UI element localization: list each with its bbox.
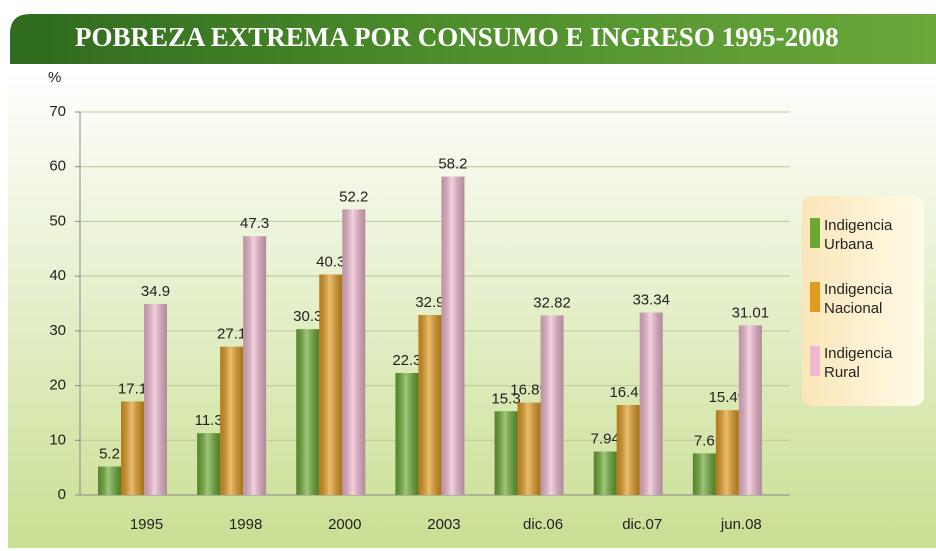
data-label: 22.3 bbox=[392, 352, 421, 369]
data-label: 16.89 bbox=[510, 382, 548, 399]
bar-shine bbox=[639, 312, 663, 495]
data-label: 15.49 bbox=[709, 389, 747, 406]
bar-shine bbox=[517, 402, 541, 495]
y-tick-label: 10 bbox=[49, 431, 66, 448]
bar-shine bbox=[197, 433, 221, 495]
legend-label: Indigencia Rural bbox=[824, 345, 893, 381]
data-label: 47.3 bbox=[240, 215, 269, 232]
data-label: 7.94 bbox=[591, 431, 620, 448]
y-tick-label: 70 bbox=[49, 103, 66, 120]
data-label: 17.1 bbox=[118, 380, 147, 397]
bar-shine bbox=[144, 304, 167, 495]
data-label: 32.82 bbox=[533, 294, 571, 311]
legend-label: Indigencia Urbana bbox=[824, 217, 893, 253]
bar-shine bbox=[738, 325, 762, 495]
bar-shine bbox=[715, 410, 739, 495]
bar-shine bbox=[441, 176, 465, 495]
bar-shine bbox=[319, 274, 343, 495]
x-tick-label: 2003 bbox=[427, 516, 460, 533]
bar-shine bbox=[593, 451, 617, 495]
bar-shine bbox=[418, 314, 442, 495]
x-tick-label: 2000 bbox=[328, 516, 361, 533]
data-label: 32.9 bbox=[415, 294, 444, 311]
legend-label: Indigencia Nacional bbox=[824, 281, 893, 317]
bar-shine bbox=[540, 315, 564, 495]
legend-swatch bbox=[810, 218, 820, 248]
data-label: 40.3 bbox=[316, 253, 345, 270]
data-label: 11.3 bbox=[195, 412, 223, 429]
bar-shine bbox=[616, 404, 640, 495]
bar-shine bbox=[243, 236, 267, 496]
bar-shine bbox=[692, 453, 716, 495]
data-label: 15.3 bbox=[491, 390, 520, 407]
data-label: 27.1 bbox=[217, 326, 246, 343]
legend-entry: Indigencia Rural bbox=[810, 344, 919, 382]
x-tick-label: 1995 bbox=[130, 516, 163, 533]
legend: Indigencia Urbana Indigencia Nacional Indi… bbox=[802, 196, 924, 406]
y-axis-label: % bbox=[48, 69, 61, 86]
chart-title: POBREZA EXTREMA POR CONSUMO E INGRESO 19… bbox=[75, 22, 839, 52]
bar-shine bbox=[220, 346, 244, 495]
y-tick-label: 0 bbox=[58, 486, 66, 503]
bar-shine bbox=[494, 411, 518, 495]
legend-swatch bbox=[810, 282, 820, 312]
title-banner bbox=[10, 14, 936, 64]
y-tick-label: 60 bbox=[49, 158, 66, 175]
data-label: 58.2 bbox=[438, 156, 467, 173]
bar-shine bbox=[98, 466, 121, 495]
y-tick-label: 30 bbox=[49, 322, 66, 339]
y-tick-label: 40 bbox=[49, 267, 66, 284]
x-tick-label: jun.08 bbox=[720, 516, 762, 533]
bar-shine bbox=[342, 209, 366, 496]
data-label: 7.6 bbox=[694, 432, 715, 449]
bar-shine bbox=[296, 329, 320, 495]
data-label: 34.9 bbox=[141, 283, 170, 300]
legend-entry: Indigencia Urbana bbox=[810, 216, 919, 254]
data-label: 16.45 bbox=[609, 384, 647, 401]
x-tick-label: dic.07 bbox=[622, 516, 662, 533]
legend-entry: Indigencia Nacional bbox=[810, 280, 919, 318]
x-tick-label: dic.06 bbox=[523, 516, 563, 533]
legend-swatch bbox=[810, 346, 820, 376]
data-label: 5.2 bbox=[99, 446, 120, 463]
y-tick-label: 20 bbox=[49, 377, 66, 394]
data-label: 33.34 bbox=[632, 292, 670, 309]
data-label: 31.01 bbox=[732, 304, 770, 321]
x-tick-label: 1998 bbox=[229, 516, 262, 533]
y-tick-label: 50 bbox=[49, 212, 66, 229]
bar-shine bbox=[395, 372, 419, 495]
data-label: 52.2 bbox=[339, 188, 368, 205]
data-label: 30.3 bbox=[293, 308, 322, 325]
bar-shine bbox=[121, 401, 144, 495]
